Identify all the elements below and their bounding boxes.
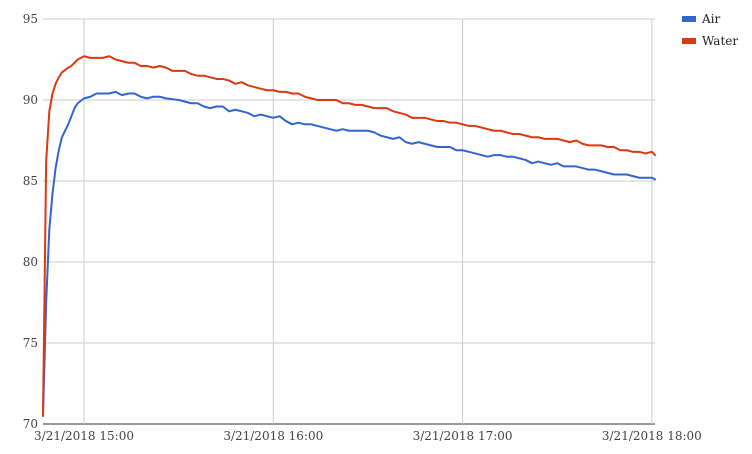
x-tick-label: 3/21/2018 18:00 bbox=[602, 429, 702, 443]
legend-swatch-water bbox=[682, 38, 696, 44]
legend: Air Water bbox=[682, 12, 738, 48]
y-tick-label: 75 bbox=[23, 336, 38, 350]
y-tick-label: 90 bbox=[23, 93, 38, 107]
x-tick-label: 3/21/2018 15:00 bbox=[34, 429, 134, 443]
series-line-air bbox=[42, 90, 656, 417]
series-lines bbox=[42, 55, 656, 417]
y-tick-label: 80 bbox=[23, 255, 38, 269]
x-tick-label: 3/21/2018 17:00 bbox=[413, 429, 513, 443]
legend-swatch-air bbox=[682, 16, 696, 22]
y-tick-label: 85 bbox=[23, 174, 38, 188]
gridlines bbox=[43, 18, 655, 425]
y-tick-label: 70 bbox=[23, 417, 38, 431]
legend-label-water: Water bbox=[702, 34, 738, 48]
x-axis-ticks: 3/21/2018 15:00 3/21/2018 16:00 3/21/2018 … bbox=[34, 429, 702, 443]
y-tick-label: 95 bbox=[23, 12, 38, 26]
series-line-water bbox=[42, 55, 656, 417]
y-axis-ticks: 70 75 80 85 90 95 bbox=[23, 12, 38, 431]
x-tick-label: 3/21/2018 16:00 bbox=[223, 429, 323, 443]
legend-label-air: Air bbox=[701, 12, 721, 26]
